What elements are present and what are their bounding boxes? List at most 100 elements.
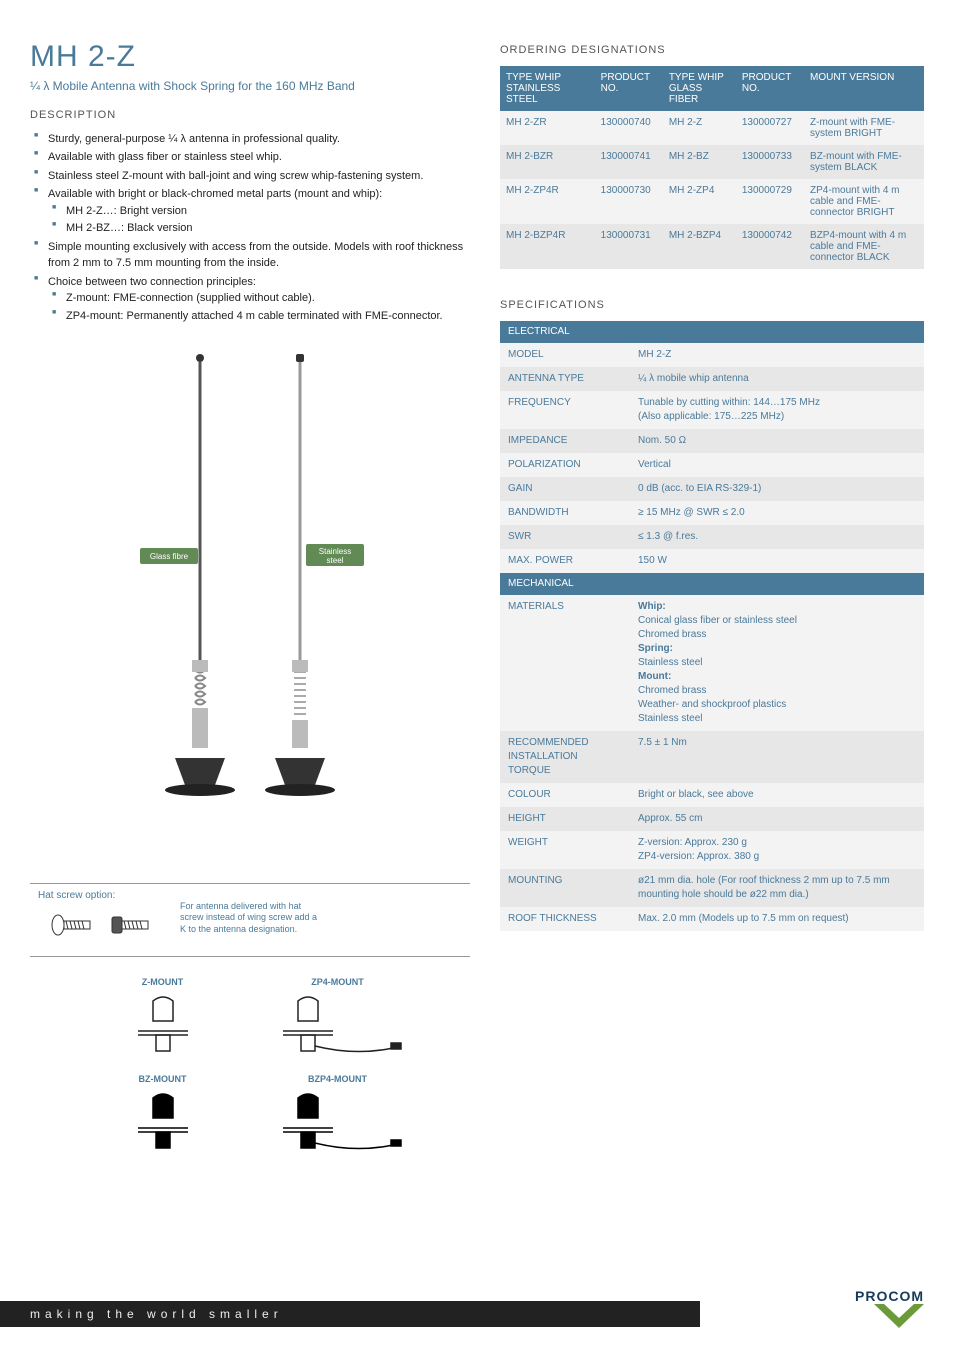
description-item: Available with bright or black-chromed m… bbox=[30, 186, 470, 237]
specs-value: 7.5 ± 1 Nm bbox=[630, 731, 924, 783]
specs-value: Vertical bbox=[630, 453, 924, 477]
description-subitem: MH 2-Z…: Bright version bbox=[48, 203, 470, 220]
description-heading: DESCRIPTION bbox=[30, 109, 470, 121]
specs-row: GAIN0 dB (acc. to EIA RS-329-1) bbox=[500, 477, 924, 501]
specs-label: POLARIZATION bbox=[500, 453, 630, 477]
specs-value: ≤ 1.3 @ f.res. bbox=[630, 525, 924, 549]
ordering-cell: MH 2-ZP4 bbox=[663, 179, 736, 224]
description-subitem: ZP4-mount: Permanently attached 4 m cabl… bbox=[48, 308, 470, 325]
specs-value: 0 dB (acc. to EIA RS-329-1) bbox=[630, 477, 924, 501]
specs-row: WEIGHTZ-version: Approx. 230 gZP4-versio… bbox=[500, 831, 924, 869]
specs-label: GAIN bbox=[500, 477, 630, 501]
svg-text:Stainless: Stainless bbox=[319, 547, 351, 556]
specs-label: ROOF THICKNESS bbox=[500, 907, 630, 931]
zp4-mount-title: ZP4-MOUNT bbox=[265, 977, 410, 987]
description-item: Stainless steel Z-mount with ball-joint … bbox=[30, 168, 470, 185]
ordering-cell: 130000729 bbox=[736, 179, 804, 224]
specs-value: ¼ λ mobile whip antenna bbox=[630, 367, 924, 391]
specs-label: FREQUENCY bbox=[500, 391, 630, 429]
specs-row: ANTENNA TYPE¼ λ mobile whip antenna bbox=[500, 367, 924, 391]
ordering-header-cell: PRODUCT NO. bbox=[595, 66, 663, 111]
specs-value: Bright or black, see above bbox=[630, 783, 924, 807]
specs-row: MODELMH 2-Z bbox=[500, 343, 924, 367]
hat-screw-note: For antenna delivered with hat screw ins… bbox=[180, 901, 320, 936]
bzp4-mount-title: BZP4-MOUNT bbox=[265, 1074, 410, 1084]
ordering-heading: ORDERING DESIGNATIONS bbox=[500, 44, 924, 56]
ordering-table: TYPE WHIP STAINLESS STEELPRODUCT NO.TYPE… bbox=[500, 66, 924, 269]
hat-screw-option: Hat screw option: bbox=[30, 883, 470, 957]
specs-value: Approx. 55 cm bbox=[630, 807, 924, 831]
ordering-cell: 130000727 bbox=[736, 111, 804, 145]
specs-label: COLOUR bbox=[500, 783, 630, 807]
specs-table: ELECTRICALMODELMH 2-ZANTENNA TYPE¼ λ mob… bbox=[500, 321, 924, 931]
specs-row: IMPEDANCENom. 50 Ω bbox=[500, 429, 924, 453]
ordering-row: MH 2-ZR130000740MH 2-Z130000727Z-mount w… bbox=[500, 111, 924, 145]
description-subitem: Z-mount: FME-connection (supplied withou… bbox=[48, 290, 470, 307]
specs-value: MH 2-Z bbox=[630, 343, 924, 367]
specs-row: MATERIALSWhip:Conical glass fiber or sta… bbox=[500, 595, 924, 731]
specs-value: Whip:Conical glass fiber or stainless st… bbox=[630, 595, 924, 731]
specs-row: FREQUENCYTunable by cutting within: 144…… bbox=[500, 391, 924, 429]
ordering-cell: 130000730 bbox=[595, 179, 663, 224]
z-mount-title: Z-MOUNT bbox=[90, 977, 235, 987]
ordering-cell: MH 2-ZR bbox=[500, 111, 595, 145]
hat-screw-title: Hat screw option: bbox=[38, 890, 168, 901]
ordering-row: MH 2-BZP4R130000731MH 2-BZP4130000742BZP… bbox=[500, 224, 924, 269]
ordering-cell: MH 2-BZR bbox=[500, 145, 595, 179]
specs-row: SWR≤ 1.3 @ f.res. bbox=[500, 525, 924, 549]
svg-text:steel: steel bbox=[327, 556, 344, 565]
specs-section-header: MECHANICAL bbox=[500, 573, 924, 595]
ordering-row: MH 2-BZR130000741MH 2-BZ130000733BZ-moun… bbox=[500, 145, 924, 179]
mounts-grid: Z-MOUNT ZP4-MOUNT bbox=[30, 977, 470, 1161]
ordering-cell: MH 2-BZ bbox=[663, 145, 736, 179]
specs-row: COLOURBright or black, see above bbox=[500, 783, 924, 807]
ordering-cell: BZ-mount with FME-system BLACK bbox=[804, 145, 924, 179]
antenna-figure: Glass fibre Stainless steel bbox=[30, 340, 470, 863]
specs-row: POLARIZATIONVertical bbox=[500, 453, 924, 477]
ordering-cell: MH 2-BZP4 bbox=[663, 224, 736, 269]
specs-row: ROOF THICKNESSMax. 2.0 mm (Models up to … bbox=[500, 907, 924, 931]
specs-label: RECOMMENDED INSTALLATION TORQUE bbox=[500, 731, 630, 783]
specs-value: ≥ 15 MHz @ SWR ≤ 2.0 bbox=[630, 501, 924, 525]
ordering-header-cell: MOUNT VERSION bbox=[804, 66, 924, 111]
specs-label: MOUNTING bbox=[500, 869, 630, 907]
specs-heading: SPECIFICATIONS bbox=[500, 299, 924, 311]
ordering-row: MH 2-ZP4R130000730MH 2-ZP4130000729ZP4-m… bbox=[500, 179, 924, 224]
specs-row: HEIGHTApprox. 55 cm bbox=[500, 807, 924, 831]
specs-label: IMPEDANCE bbox=[500, 429, 630, 453]
description-item: Simple mounting exclusively with access … bbox=[30, 239, 470, 272]
description-item: Available with glass fiber or stainless … bbox=[30, 149, 470, 166]
specs-label: HEIGHT bbox=[500, 807, 630, 831]
specs-row: RECOMMENDED INSTALLATION TORQUE7.5 ± 1 N… bbox=[500, 731, 924, 783]
ordering-cell: 130000731 bbox=[595, 224, 663, 269]
ordering-cell: Z-mount with FME-system BRIGHT bbox=[804, 111, 924, 145]
bz-mount-title: BZ-MOUNT bbox=[90, 1074, 235, 1084]
brand-logo: PROCOM bbox=[855, 1288, 924, 1335]
specs-row: MAX. POWER150 W bbox=[500, 549, 924, 573]
specs-value: 150 W bbox=[630, 549, 924, 573]
description-item: Sturdy, general-purpose ¼ λ antenna in p… bbox=[30, 131, 470, 148]
specs-label: BANDWIDTH bbox=[500, 501, 630, 525]
ordering-cell: 130000742 bbox=[736, 224, 804, 269]
ordering-cell: 130000733 bbox=[736, 145, 804, 179]
specs-label: MATERIALS bbox=[500, 595, 630, 731]
specs-label: ANTENNA TYPE bbox=[500, 367, 630, 391]
ordering-header-cell: TYPE WHIP STAINLESS STEEL bbox=[500, 66, 595, 111]
specs-value: Nom. 50 Ω bbox=[630, 429, 924, 453]
description-list: Sturdy, general-purpose ¼ λ antenna in p… bbox=[30, 131, 470, 325]
description-subitem: MH 2-BZ…: Black version bbox=[48, 220, 470, 237]
specs-row: BANDWIDTH≥ 15 MHz @ SWR ≤ 2.0 bbox=[500, 501, 924, 525]
ordering-header-cell: TYPE WHIP GLASS FIBER bbox=[663, 66, 736, 111]
specs-value: Z-version: Approx. 230 gZP4-version: App… bbox=[630, 831, 924, 869]
specs-value: ø21 mm dia. hole (For roof thickness 2 m… bbox=[630, 869, 924, 907]
glass-fibre-callout: Glass fibre bbox=[150, 552, 189, 561]
description-item: Choice between two connection principles… bbox=[30, 274, 470, 325]
ordering-cell: MH 2-BZP4R bbox=[500, 224, 595, 269]
ordering-header-cell: PRODUCT NO. bbox=[736, 66, 804, 111]
ordering-cell: MH 2-ZP4R bbox=[500, 179, 595, 224]
specs-value: Max. 2.0 mm (Models up to 7.5 mm on requ… bbox=[630, 907, 924, 931]
specs-label: WEIGHT bbox=[500, 831, 630, 869]
specs-section-header: ELECTRICAL bbox=[500, 321, 924, 343]
ordering-cell: MH 2-Z bbox=[663, 111, 736, 145]
page-subtitle: ¼ λ Mobile Antenna with Shock Spring for… bbox=[30, 78, 470, 95]
